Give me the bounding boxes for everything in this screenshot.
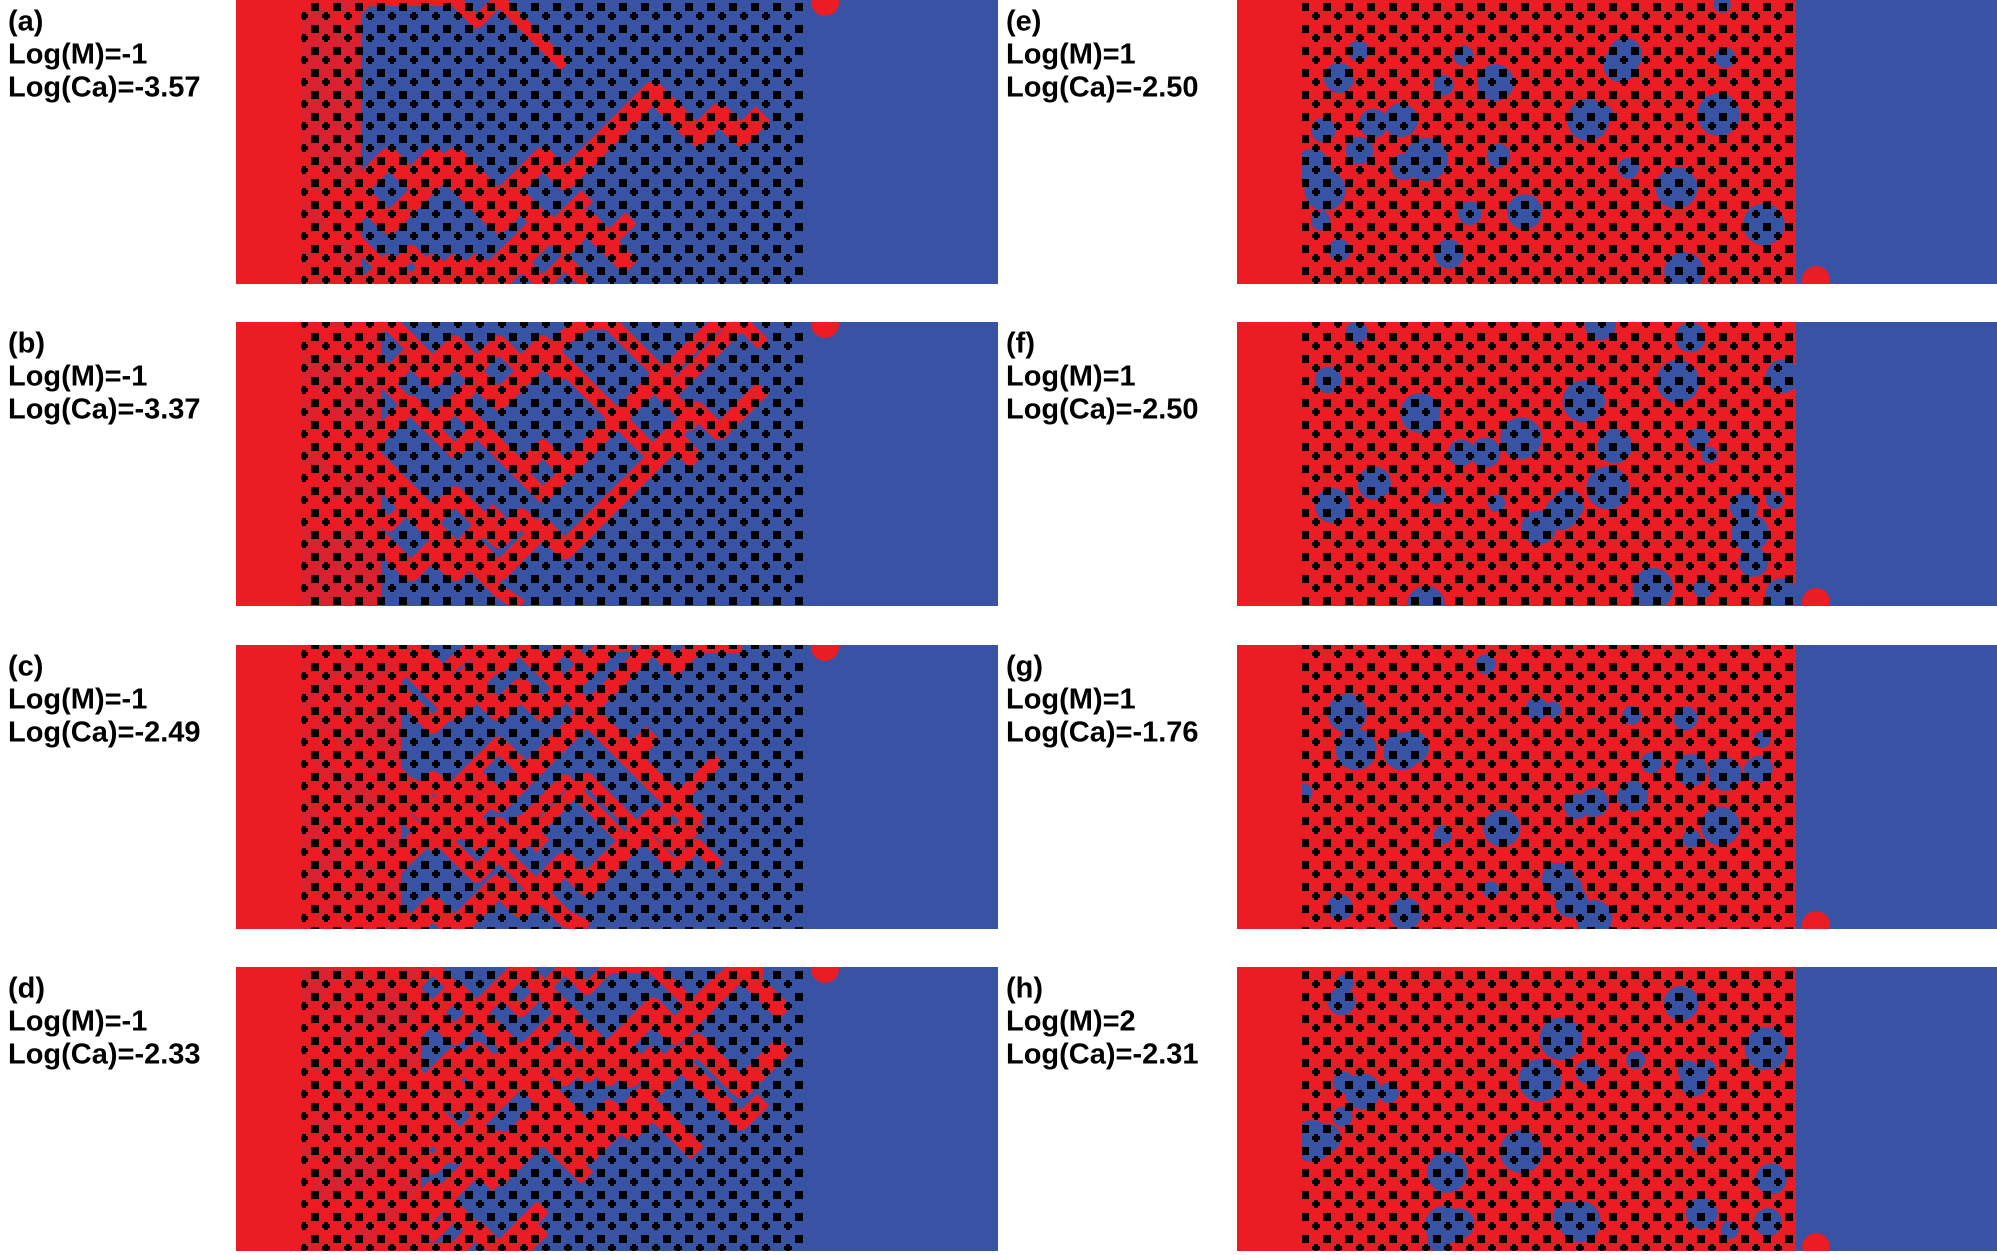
droplet	[1802, 1233, 1830, 1251]
obstacles	[301, 645, 805, 929]
droplet	[811, 0, 839, 16]
panel-capillary: Log(Ca)=-2.49	[8, 717, 201, 749]
panel-mobility: Log(M)=1	[1006, 684, 1136, 716]
inlet	[1237, 0, 1302, 284]
simulation-image	[1237, 0, 1997, 284]
panel-label: (f)	[1006, 328, 1035, 360]
panel-mobility: Log(M)=1	[1006, 361, 1136, 393]
panel-mobility: Log(M)=1	[1006, 39, 1136, 71]
panel-label: (e)	[1006, 6, 1041, 38]
obstacles	[1302, 322, 1796, 606]
obstacles	[301, 322, 805, 606]
droplet	[1802, 911, 1830, 929]
droplet	[811, 322, 839, 338]
panel-mobility: Log(M)=-1	[8, 1006, 147, 1038]
droplet	[1802, 266, 1830, 284]
panel-mobility: Log(M)=-1	[8, 361, 147, 393]
simulation-image	[236, 0, 998, 284]
panel-mobility: Log(M)=-1	[8, 39, 147, 71]
simulation-image	[1237, 645, 1997, 929]
droplet	[811, 967, 839, 983]
droplet	[811, 645, 839, 661]
panel-capillary: Log(Ca)=-2.31	[1006, 1039, 1199, 1071]
inlet	[236, 645, 301, 929]
panel-mobility: Log(M)=-1	[8, 684, 147, 716]
inlet	[236, 0, 301, 284]
simulation-image	[1237, 322, 1997, 606]
panel-label: (h)	[1006, 973, 1043, 1005]
panel-label: (g)	[1006, 651, 1043, 683]
simulation-image	[236, 322, 998, 606]
inlet	[1237, 967, 1302, 1251]
droplet	[1802, 588, 1830, 606]
panel-capillary: Log(Ca)=-1.76	[1006, 717, 1199, 749]
inlet	[1237, 322, 1302, 606]
panel-mobility: Log(M)=2	[1006, 1006, 1136, 1038]
simulation-image	[236, 645, 998, 929]
panel-label: (c)	[8, 651, 43, 683]
inlet	[236, 322, 301, 606]
panel-capillary: Log(Ca)=-2.33	[8, 1039, 201, 1071]
obstacles	[301, 967, 805, 1251]
obstacles	[1302, 0, 1796, 284]
panel-label: (a)	[8, 6, 43, 38]
simulation-image	[1237, 967, 1997, 1251]
panel-label: (d)	[8, 973, 45, 1005]
inlet	[236, 967, 301, 1251]
obstacles	[1302, 967, 1796, 1251]
panel-label: (b)	[8, 328, 45, 360]
inlet	[1237, 645, 1302, 929]
panel-capillary: Log(Ca)=-3.37	[8, 394, 201, 426]
obstacles	[301, 0, 805, 284]
simulation-image	[236, 967, 998, 1251]
obstacles	[1302, 645, 1796, 929]
panel-capillary: Log(Ca)=-2.50	[1006, 72, 1199, 104]
panel-capillary: Log(Ca)=-2.50	[1006, 394, 1199, 426]
panel-capillary: Log(Ca)=-3.57	[8, 72, 201, 104]
